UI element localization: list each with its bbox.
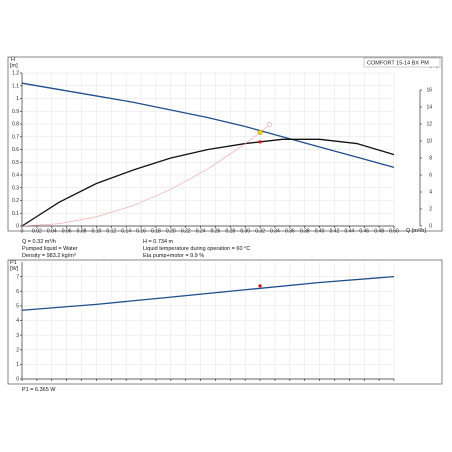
y-tick-label: 0 — [16, 224, 19, 230]
model-label: COMFORT 15-14 BX PM — [367, 61, 429, 67]
head-axis-symbol: H — [11, 57, 15, 63]
operating-info-left: Q = 0.32 m³/h Pumped liquid = Water Dens… — [22, 239, 78, 259]
power-chart-axes: 0 1 2 3 4 5 6 7 — [16, 262, 395, 383]
eta-tick-label: 8 — [429, 156, 432, 162]
y-tick-label: 0.4 — [12, 173, 19, 179]
x-tick-label: 0.20 — [166, 229, 176, 235]
y-tick-label: 0.9 — [12, 109, 19, 115]
head-efficiency-chart: H [m] eta [%] COMFORT 15-14 BX PM Q [m³/… — [7, 56, 443, 259]
x-tick-label: 0.16 — [136, 229, 146, 235]
head-chart-axes: 0 0.02 0.04 0.06 0.08 0.10 0.12 0.14 0.16 0.18 0.2… — [12, 71, 432, 235]
x-tick-label: 0.46 — [359, 229, 369, 235]
power-axis-symbol: P1 — [10, 260, 17, 266]
head-chart-frame — [7, 56, 443, 232]
y-tick-label: 2 — [16, 347, 19, 353]
y-tick-label: 3 — [16, 333, 19, 339]
efficiency-curve — [21, 138, 395, 227]
power-operating-point — [258, 284, 262, 288]
eta-tick-label: 12 — [426, 122, 432, 128]
head-chart-operating-points — [257, 122, 272, 144]
y-tick-label: 0.6 — [12, 147, 19, 153]
x-tick-label: 0.42 — [330, 229, 340, 235]
power-axis-unit: [W] — [10, 266, 19, 272]
info-density: Density = 983.2 kg/m³ — [22, 253, 76, 259]
y-tick-label: 1.1 — [12, 83, 19, 89]
system-curve-end-marker — [266, 122, 272, 128]
y-tick-label: 0.5 — [12, 160, 19, 166]
y-tick-label: 1 — [16, 362, 19, 368]
x-tick-label: 0.02 — [32, 229, 42, 235]
eta-tick-label: 10 — [426, 139, 432, 145]
eta-tick-label: 0 — [429, 224, 432, 230]
y-tick-label: 1 — [16, 96, 19, 102]
head-curve — [21, 82, 395, 168]
flow-axis-unit: Q [m³/h] — [406, 228, 426, 234]
x-tick-label: 0.08 — [77, 229, 87, 235]
eta-tick-label: 6 — [429, 173, 432, 179]
power-chart-operating-points — [258, 284, 262, 288]
y-tick-label: 0.7 — [12, 134, 19, 140]
y-tick-label: 0.3 — [12, 185, 19, 191]
head-axis-unit: [m] — [10, 63, 18, 69]
eta-tick-label: 16 — [426, 88, 432, 94]
power-chart: P1 [W] 0 1 2 3 4 5 6 7 P1 = 6.365 W — [7, 259, 443, 393]
x-tick-label: 0.10 — [92, 229, 102, 235]
x-tick-label: 0.40 — [315, 229, 325, 235]
info-flow: Q = 0.32 m³/h — [22, 239, 56, 245]
head-operating-point — [257, 129, 263, 135]
x-tick-label: 0 — [21, 229, 24, 235]
info-temperature: Liquid temperature during operation = 60… — [143, 246, 250, 252]
y-tick-label: 1.2 — [12, 71, 19, 77]
head-chart-series — [21, 82, 395, 227]
power-chart-frame — [7, 259, 443, 385]
y-tick-label: 0.1 — [12, 211, 19, 217]
efficiency-operating-point — [258, 140, 262, 144]
y-tick-label: 0.8 — [12, 122, 19, 128]
x-tick-label: 0.06 — [62, 229, 72, 235]
x-tick-label: 0.24 — [196, 229, 206, 235]
eta-tick-label: 14 — [426, 105, 432, 111]
x-tick-label: 0.34 — [270, 229, 280, 235]
x-tick-label: 0.26 — [211, 229, 221, 235]
x-tick-label: 0.28 — [225, 229, 235, 235]
x-tick-label: 0.48 — [374, 229, 384, 235]
x-tick-label: 0.18 — [151, 229, 161, 235]
y-tick-label: 4 — [16, 318, 19, 324]
x-tick-label: 0.44 — [344, 229, 354, 235]
eta-tick-label: 2 — [429, 207, 432, 213]
x-tick-label: 0.38 — [300, 229, 310, 235]
y-tick-label: 0.2 — [12, 198, 19, 204]
x-tick-label: 0.22 — [181, 229, 191, 235]
info-power: P1 = 6.365 W — [22, 387, 56, 393]
x-tick-label: 0.12 — [106, 229, 116, 235]
x-tick-label: 0.04 — [47, 229, 57, 235]
power-curve — [21, 275, 395, 311]
y-tick-label: 5 — [16, 304, 19, 310]
operating-info-right: H = 0.734 m Liquid temperature during op… — [143, 239, 250, 259]
model-label-box: COMFORT 15-14 BX PM — [363, 57, 441, 68]
power-chart-series — [21, 275, 395, 311]
power-chart-grid — [21, 262, 395, 380]
x-tick-label: 0.32 — [255, 229, 265, 235]
system-curve — [21, 126, 268, 227]
x-tick-label: 0.36 — [285, 229, 295, 235]
y-tick-label: 6 — [16, 289, 19, 295]
info-liquid: Pumped liquid = Water — [22, 246, 78, 252]
info-head: H = 0.734 m — [143, 239, 174, 245]
info-efficiency: Eta pump+motor = 9.9 % — [143, 253, 204, 259]
x-tick-label: 0.30 — [240, 229, 250, 235]
x-tick-label: 0.50 — [389, 229, 399, 235]
eta-tick-label: 4 — [429, 190, 432, 196]
x-tick-label: 0.14 — [121, 229, 131, 235]
y-tick-label: 7 — [16, 274, 19, 280]
y-tick-label: 0 — [16, 377, 19, 383]
